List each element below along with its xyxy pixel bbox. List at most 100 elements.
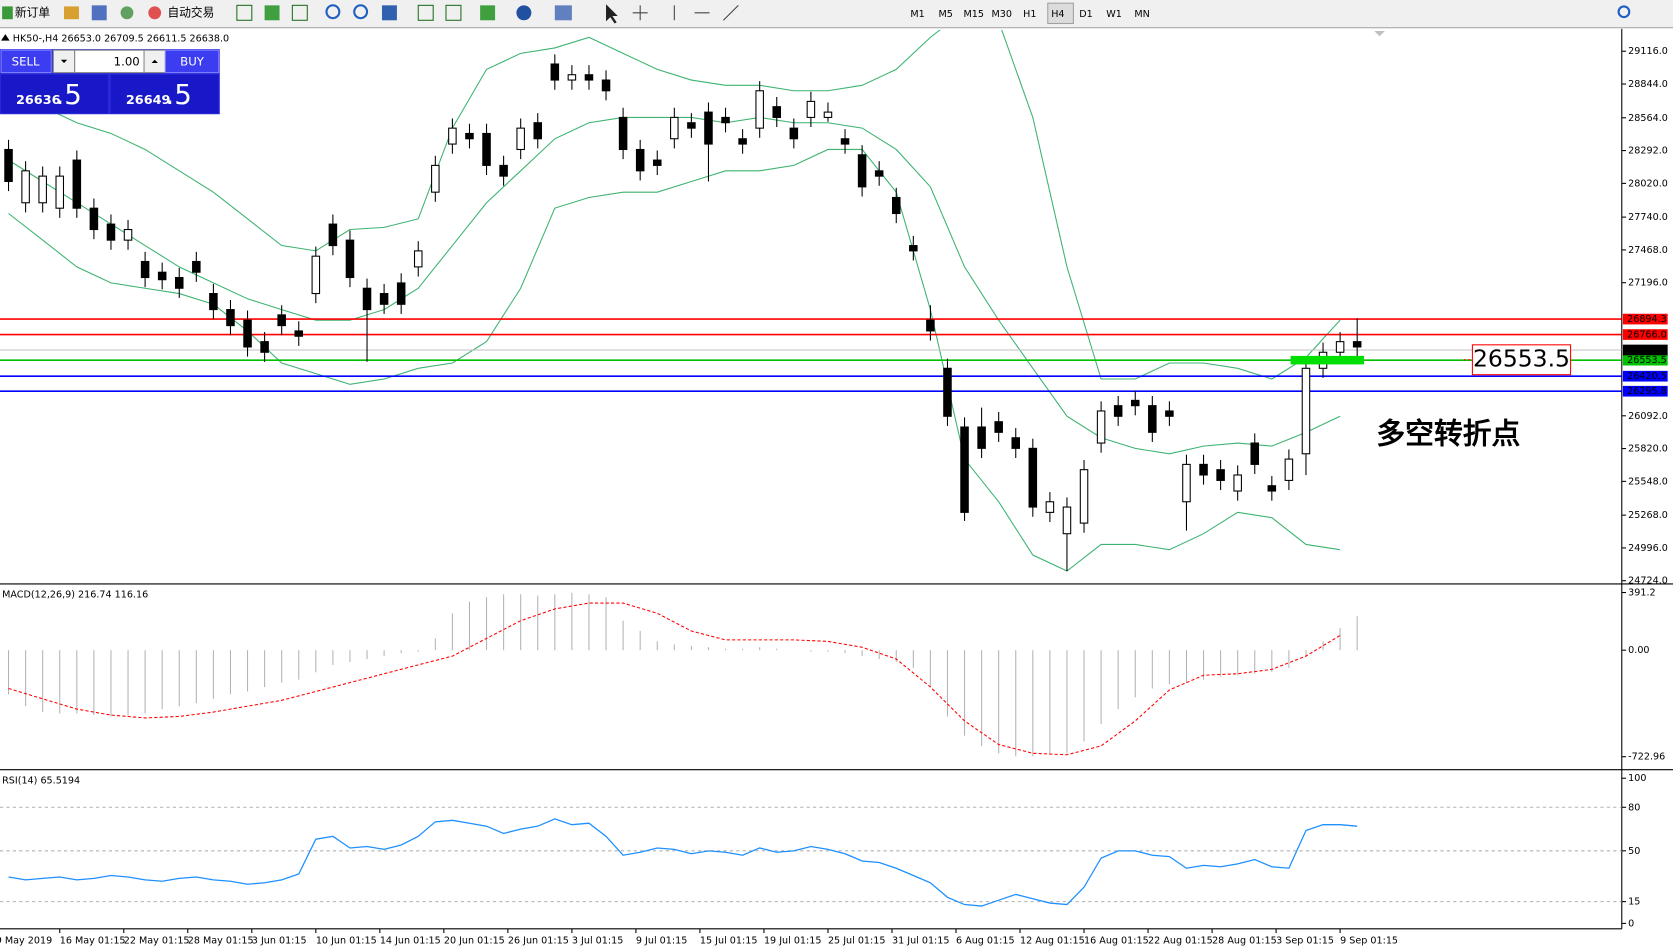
icon[interactable] <box>445 4 462 21</box>
candle-body <box>192 260 201 273</box>
new-order-icon[interactable] <box>2 6 13 20</box>
candle-body <box>72 159 82 209</box>
axes: 29116.0 28844.0 28564.0 28292.0 28020.0 27740… <box>0 46 1668 946</box>
timeframe-button[interactable]: M1 <box>910 9 924 20</box>
icon[interactable] <box>236 4 253 21</box>
bollinger-upper <box>8 29 1341 380</box>
candle-body <box>243 319 252 348</box>
candle-body <box>1096 410 1106 444</box>
auto-trading-button[interactable]: 自动交易 <box>168 5 215 19</box>
candle-body <box>448 127 457 145</box>
line-tools[interactable] <box>673 4 739 21</box>
macd-signal <box>8 602 1341 756</box>
candle-body <box>977 426 986 449</box>
arrow <box>60 59 68 63</box>
sell-label[interactable]: SELL <box>12 54 40 68</box>
candle-body <box>1199 463 1208 476</box>
candle-body <box>89 207 99 231</box>
level-price-label: 26295.8 <box>1627 386 1667 397</box>
crosshair-tool[interactable] <box>632 5 648 21</box>
candle-body <box>311 255 321 295</box>
candle-body <box>1113 405 1123 417</box>
cursor-tool[interactable] <box>606 4 618 24</box>
level-price-label: 26894.3 <box>1627 314 1667 325</box>
x-tick-label: 28 May 01:15 <box>188 936 254 947</box>
zoom-out[interactable] <box>353 4 369 20</box>
toolbar-buttons: 新订单 自动交易 <box>2 2 1631 25</box>
candle-body <box>721 116 730 124</box>
buy-price-box[interactable] <box>110 74 219 114</box>
timeframe-button[interactable]: W1 <box>1106 9 1122 20</box>
timeframe-button[interactable]: H1 <box>1023 9 1036 20</box>
price-pane <box>0 29 1622 572</box>
x-tick-label: 9 May 2019 <box>0 936 52 947</box>
icon[interactable] <box>480 5 496 21</box>
x-tick-label: 6 Aug 01:15 <box>956 936 1015 947</box>
toolbar <box>0 0 1673 28</box>
x-tick-label: 16 Aug 01:15 <box>1084 936 1149 947</box>
x-tick-label: 25 Jul 01:15 <box>828 936 886 947</box>
zoom-in[interactable] <box>325 4 341 20</box>
candle-body <box>1028 447 1038 508</box>
candle-body <box>1216 469 1225 481</box>
auto-trading-icon[interactable] <box>148 6 162 20</box>
y-tick-label: 29116.0 <box>1628 46 1668 57</box>
x-tick-label: 9 Sep 01:15 <box>1340 936 1398 947</box>
new-order-button[interactable]: 新订单 <box>15 5 50 19</box>
search[interactable] <box>1617 5 1631 19</box>
candle-body <box>635 148 645 172</box>
bid-main[interactable]: 26636 <box>16 93 61 108</box>
icon[interactable] <box>91 5 107 21</box>
icon[interactable] <box>554 5 572 21</box>
timeframe-button[interactable]: M30 <box>992 9 1012 20</box>
candle-body <box>806 100 816 118</box>
timeframe-button[interactable]: M15 <box>963 9 983 20</box>
timeframe-button[interactable]: MN <box>1134 9 1149 20</box>
x-tick-label: 31 Jul 01:15 <box>892 936 950 947</box>
ask-main[interactable]: 26649 <box>126 93 171 108</box>
sell-price-box[interactable] <box>1 74 108 114</box>
x-tick-label: 3 Sep 01:15 <box>1276 936 1334 947</box>
level-price-box <box>1622 354 1668 366</box>
y-tick-label: 0.00 <box>1628 645 1649 656</box>
icon[interactable] <box>120 6 134 20</box>
sell-button[interactable] <box>0 49 52 74</box>
candle-body <box>823 111 833 118</box>
candle-body <box>772 106 782 118</box>
icon[interactable] <box>291 4 308 21</box>
buy-button[interactable] <box>164 49 220 74</box>
candle-body <box>1011 437 1021 449</box>
macd-pane <box>8 592 1358 757</box>
icon[interactable] <box>381 5 397 21</box>
y-tick-label: 100 <box>1628 773 1646 784</box>
y-tick-label: 26092.0 <box>1628 411 1668 422</box>
lot-value[interactable]: 1.00 <box>114 54 140 68</box>
y-tick-label: 50 <box>1628 846 1640 857</box>
buy-label[interactable]: BUY <box>180 54 205 68</box>
candle-body <box>891 196 901 215</box>
timeframe-button[interactable]: D1 <box>1079 9 1092 20</box>
timeframe-button[interactable]: M5 <box>938 9 952 20</box>
candle-body <box>960 426 969 513</box>
candle-body <box>618 116 628 151</box>
icon[interactable] <box>264 5 280 21</box>
icon[interactable] <box>64 6 79 20</box>
icon[interactable] <box>417 4 434 21</box>
x-tick-label: 28 Aug 01:15 <box>1212 936 1277 947</box>
candle-body <box>926 319 935 332</box>
ask-tail[interactable]: .5 <box>165 78 191 111</box>
candle-body <box>1182 463 1191 503</box>
candle-body <box>1165 410 1174 417</box>
candle-body <box>38 175 47 204</box>
icon[interactable] <box>516 5 532 21</box>
level-price-box <box>1622 313 1668 325</box>
candle-body <box>857 154 867 188</box>
bid-tail[interactable]: .5 <box>55 78 81 111</box>
y-tick-label: 25268.0 <box>1628 510 1668 521</box>
candle-body <box>755 90 764 129</box>
timeframe-button[interactable]: H4 <box>1051 9 1064 20</box>
candle-body <box>431 164 440 193</box>
candle-body <box>226 309 235 327</box>
macd-title: MACD(12,26,9) 216.74 116.16 <box>2 590 148 601</box>
y-tick-label: 27196.0 <box>1628 278 1668 289</box>
